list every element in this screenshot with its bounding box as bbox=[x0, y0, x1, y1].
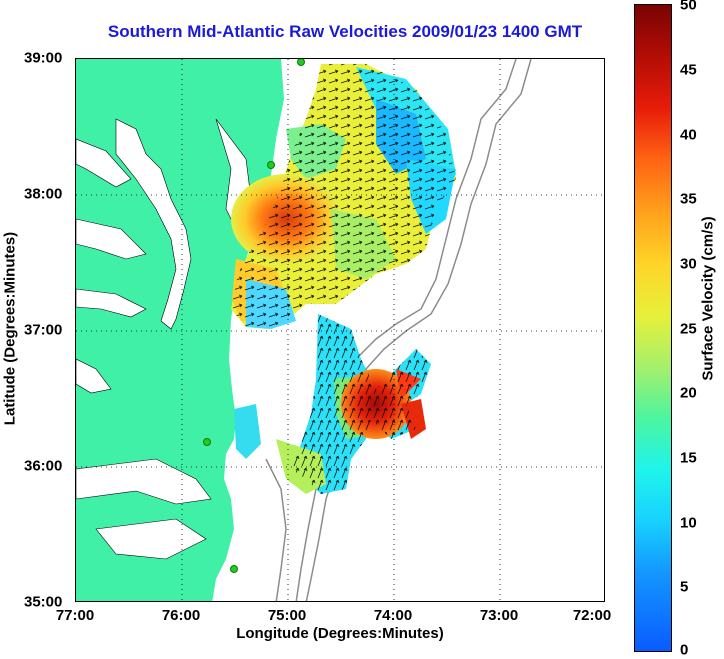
velocity-map bbox=[76, 59, 604, 601]
colorbar-tick: 15 bbox=[680, 449, 697, 467]
grid-lines bbox=[76, 59, 604, 601]
station-marker bbox=[230, 565, 238, 573]
y-tick-label: 36:00 bbox=[24, 457, 63, 475]
colorbar-label: Surface Velocity (cm/s) bbox=[699, 216, 717, 381]
x-tick-label: 76:00 bbox=[161, 607, 201, 624]
velocity-field-north bbox=[231, 64, 456, 329]
colorbar bbox=[634, 4, 672, 652]
x-tick-label: 77:00 bbox=[55, 607, 95, 624]
velocity-field-south bbox=[234, 314, 431, 494]
colorbar-tick: 50 bbox=[680, 0, 697, 14]
colorbar-tick: 45 bbox=[680, 61, 697, 79]
x-tick-label: 74:00 bbox=[373, 607, 413, 624]
chesapeake-bay bbox=[115, 118, 192, 330]
map-title: Southern Mid-Atlantic Raw Velocities 200… bbox=[107, 22, 583, 41]
station-marker bbox=[267, 161, 275, 169]
colorbar-tick: 20 bbox=[680, 384, 697, 402]
bathymetry-contours bbox=[265, 59, 532, 601]
y-tick-label: 38:00 bbox=[24, 185, 63, 203]
land-mass bbox=[76, 59, 284, 601]
radar-stations bbox=[203, 59, 305, 573]
x-tick-label: 73:00 bbox=[479, 607, 519, 624]
y-tick-label: 35:00 bbox=[24, 593, 63, 611]
colorbar-tick: 0 bbox=[680, 641, 689, 659]
y-axis-label: Latitude (Degrees:Minutes) bbox=[1, 231, 19, 426]
y-tick-label: 37:00 bbox=[24, 321, 63, 339]
colorbar-tick: 40 bbox=[680, 126, 697, 144]
x-tick-label: 72:00 bbox=[572, 607, 612, 624]
colorbar-tick: 30 bbox=[680, 255, 697, 273]
map-plot-area bbox=[75, 58, 605, 602]
colorbar-tick: 25 bbox=[680, 320, 697, 338]
x-axis-label: Longitude (Degrees:Minutes) bbox=[236, 625, 444, 642]
station-marker bbox=[203, 438, 211, 446]
x-tick-label: 75:00 bbox=[267, 607, 307, 624]
colorbar-tick: 10 bbox=[680, 514, 697, 532]
colorbar-tick: 35 bbox=[680, 190, 697, 208]
y-tick-label: 39:00 bbox=[24, 49, 63, 67]
station-marker bbox=[297, 59, 305, 66]
colorbar-tick: 5 bbox=[680, 578, 689, 596]
